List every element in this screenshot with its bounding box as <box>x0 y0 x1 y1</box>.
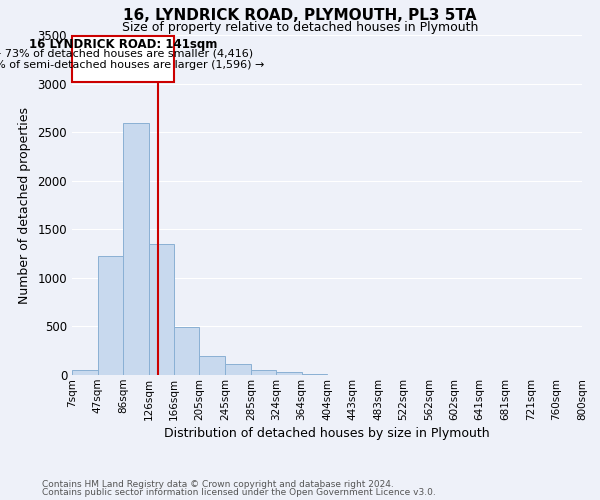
Text: 16, LYNDRICK ROAD, PLYMOUTH, PL3 5TA: 16, LYNDRICK ROAD, PLYMOUTH, PL3 5TA <box>123 8 477 22</box>
Bar <box>72 370 98 375</box>
FancyBboxPatch shape <box>72 36 173 82</box>
Bar <box>276 372 302 375</box>
Bar <box>174 328 199 375</box>
Text: 26% of semi-detached houses are larger (1,596) →: 26% of semi-detached houses are larger (… <box>0 60 265 70</box>
Bar <box>123 124 149 375</box>
Text: 16 LYNDRICK ROAD: 141sqm: 16 LYNDRICK ROAD: 141sqm <box>29 38 217 51</box>
Text: ← 73% of detached houses are smaller (4,416): ← 73% of detached houses are smaller (4,… <box>0 48 253 58</box>
Y-axis label: Number of detached properties: Number of detached properties <box>17 106 31 304</box>
Bar <box>98 256 123 375</box>
Text: Contains HM Land Registry data © Crown copyright and database right 2024.: Contains HM Land Registry data © Crown c… <box>42 480 394 489</box>
Bar <box>199 356 225 375</box>
X-axis label: Distribution of detached houses by size in Plymouth: Distribution of detached houses by size … <box>164 427 490 440</box>
Bar <box>302 374 328 375</box>
Bar <box>149 244 174 375</box>
Text: Contains public sector information licensed under the Open Government Licence v3: Contains public sector information licen… <box>42 488 436 497</box>
Bar <box>225 364 251 375</box>
Text: Size of property relative to detached houses in Plymouth: Size of property relative to detached ho… <box>122 22 478 35</box>
Bar <box>251 370 276 375</box>
